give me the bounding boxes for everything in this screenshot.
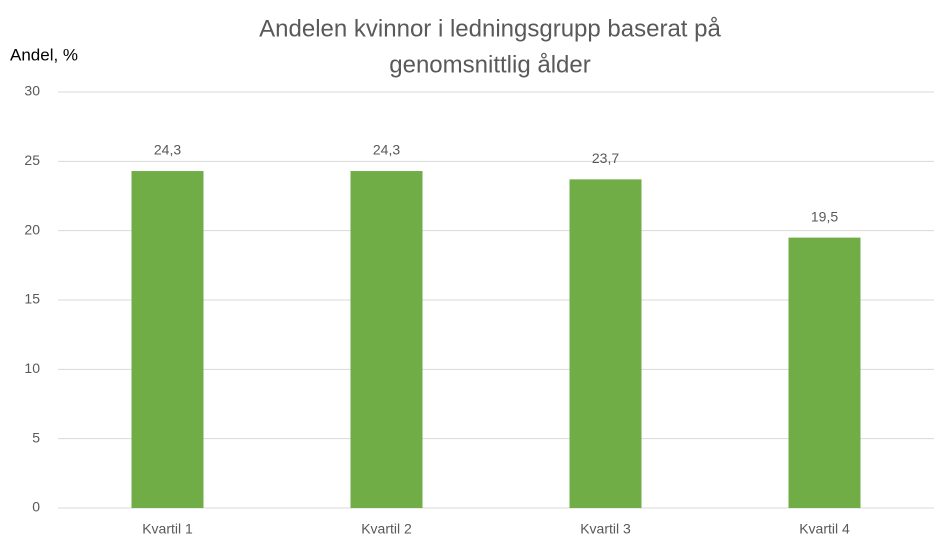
data-label: 24,3	[373, 142, 400, 158]
data-label: 23,7	[592, 150, 619, 166]
y-tick-label: 30	[24, 83, 40, 99]
data-label: 19,5	[811, 208, 838, 224]
x-tick-label: Kvartil 4	[799, 521, 850, 537]
y-axis-label: Andel, %	[10, 45, 78, 64]
chart-title: genomsnittlig ålder	[389, 51, 590, 78]
x-tick-label: Kvartil 2	[361, 521, 412, 537]
y-tick-label: 0	[32, 499, 40, 515]
chart-title: Andelen kvinnor i ledningsgrupp baserat …	[259, 15, 721, 42]
x-tick-label: Kvartil 1	[142, 521, 193, 537]
y-tick-label: 25	[24, 152, 40, 168]
bar	[788, 237, 861, 508]
y-tick-label: 10	[24, 360, 40, 376]
y-tick-label: 15	[24, 291, 40, 307]
data-label: 24,3	[154, 142, 181, 158]
y-tick-label: 20	[24, 221, 40, 237]
bar	[350, 171, 423, 509]
bar	[569, 179, 642, 509]
bar	[131, 171, 204, 509]
y-tick-label: 5	[32, 429, 40, 445]
x-tick-label: Kvartil 3	[580, 521, 631, 537]
